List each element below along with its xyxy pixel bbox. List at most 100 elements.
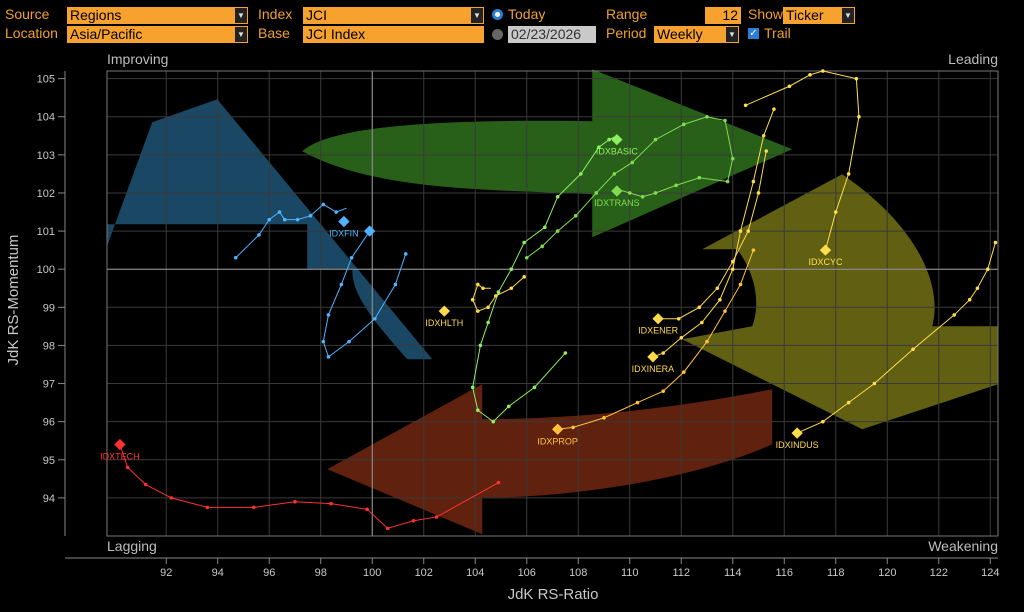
- trail-point: [723, 309, 727, 313]
- series-idxtrans: IDXTRANS: [524, 114, 735, 260]
- rrg-chart: 94 95 96 97 98 99 100 101 102 103 104 105 92 94 96 98 10…: [5, 51, 999, 603]
- x-tick-label: 94: [212, 567, 224, 579]
- series-label: IDXBASIC: [596, 147, 639, 157]
- trail-label: Trail: [764, 25, 791, 41]
- series-idxindus: IDXINDUS: [776, 240, 998, 450]
- trail-point: [872, 381, 877, 386]
- quadrant-label-improving: Improving: [107, 51, 168, 67]
- trail-line: [322, 230, 407, 358]
- trail-point: [434, 515, 439, 519]
- chart-axes: 94 95 96 97 98 99 100 101 102 103 104 105 92 94 96 98 10…: [37, 71, 999, 579]
- trail-point: [911, 347, 915, 352]
- period-value: Weekly: [657, 26, 703, 42]
- trail-point: [674, 183, 678, 188]
- base-value: JCI Index: [306, 26, 366, 42]
- trail-line: [557, 249, 754, 430]
- trail-point: [326, 355, 331, 359]
- trail-point: [347, 339, 351, 344]
- trail-point: [738, 229, 743, 233]
- chevron-down-icon[interactable]: ▼: [235, 8, 247, 23]
- index-value: JCI: [306, 7, 327, 23]
- quadrant-label-leading: Leading: [948, 51, 998, 67]
- y-tick-label: 96: [43, 417, 55, 429]
- trail-point: [496, 480, 501, 485]
- trail-point: [730, 267, 735, 271]
- trail-point: [661, 351, 666, 355]
- base-label: Base: [258, 25, 290, 41]
- x-tick-label: 120: [878, 567, 896, 579]
- trail-point: [833, 210, 838, 214]
- x-tick-label: 106: [518, 567, 536, 579]
- x-tick-label: 116: [775, 567, 793, 579]
- trail-point: [723, 118, 727, 123]
- location-value: Asia/Pacific: [70, 26, 143, 42]
- series-label: IDXTECH: [100, 452, 140, 462]
- trail-point: [967, 297, 972, 302]
- index-select[interactable]: JCI ▼: [303, 7, 484, 24]
- trail-point: [640, 194, 645, 199]
- current-point: [114, 438, 126, 451]
- series-label: IDXTRANS: [594, 198, 640, 208]
- source-value: Regions: [70, 7, 122, 23]
- trail-point: [857, 114, 861, 119]
- date-field[interactable]: 02/23/2026: [508, 26, 596, 43]
- y-tick-label: 94: [43, 493, 55, 505]
- chevron-down-icon[interactable]: ▼: [726, 27, 738, 42]
- period-select[interactable]: Weekly ▼: [654, 26, 739, 43]
- toolbar: Source Regions ▼ Location Asia/Pacific ▼…: [0, 0, 1024, 46]
- trail-point: [277, 210, 282, 214]
- trail-point: [481, 286, 485, 291]
- trail-point: [808, 73, 812, 77]
- base-field[interactable]: JCI Index: [303, 26, 484, 43]
- y-tick-label: 98: [43, 340, 55, 352]
- index-label: Index: [258, 6, 293, 22]
- trail-point: [975, 286, 980, 291]
- range-field[interactable]: 12: [705, 7, 741, 24]
- current-point: [791, 427, 803, 439]
- x-tick-label: 118: [827, 567, 845, 579]
- trail-point: [509, 267, 514, 271]
- y-tick-label: 99: [43, 302, 55, 314]
- trail-point: [761, 133, 766, 138]
- trail-point: [476, 408, 480, 413]
- today-radio[interactable]: [492, 9, 503, 20]
- show-select[interactable]: Ticker ▼: [783, 7, 855, 24]
- chevron-down-icon[interactable]: ▼: [235, 27, 247, 42]
- trail-point: [522, 275, 526, 279]
- trail-point: [506, 404, 511, 409]
- location-select[interactable]: Asia/Pacific ▼: [67, 26, 248, 43]
- source-select[interactable]: Regions ▼: [67, 7, 248, 24]
- range-value: 12: [722, 7, 738, 23]
- trail-point: [682, 122, 686, 127]
- trail-checkbox[interactable]: ✓: [748, 28, 759, 39]
- current-point: [611, 185, 623, 197]
- x-tick-label: 100: [363, 567, 381, 579]
- chevron-down-icon[interactable]: ▼: [842, 8, 854, 23]
- trail-line: [235, 203, 347, 259]
- trail-point: [627, 191, 632, 195]
- show-value: Ticker: [786, 7, 824, 23]
- trail-point: [403, 252, 408, 256]
- trail-point: [349, 255, 354, 260]
- y-tick-label: 95: [43, 455, 55, 467]
- y-tick-label: 104: [37, 112, 55, 124]
- chevron-down-icon[interactable]: ▼: [471, 8, 483, 23]
- trail-point: [751, 248, 756, 252]
- current-point: [438, 305, 451, 317]
- trail-point: [470, 297, 475, 302]
- current-point: [338, 215, 350, 228]
- series-idxhlth: IDXHLTH: [425, 275, 526, 328]
- trail-point: [476, 282, 480, 287]
- date-radio[interactable]: [492, 29, 503, 40]
- trail-point: [293, 499, 297, 504]
- trail-line: [652, 108, 775, 358]
- period-label: Period: [606, 25, 647, 41]
- trail-point: [257, 233, 261, 237]
- trail-point: [339, 282, 344, 287]
- trail-point: [573, 214, 578, 218]
- y-tick-label: 100: [37, 264, 55, 276]
- series-label: IDXINERA: [632, 364, 675, 374]
- x-tick-label: 122: [930, 567, 948, 579]
- x-tick-label: 104: [466, 567, 484, 579]
- show-label: Show: [748, 6, 784, 22]
